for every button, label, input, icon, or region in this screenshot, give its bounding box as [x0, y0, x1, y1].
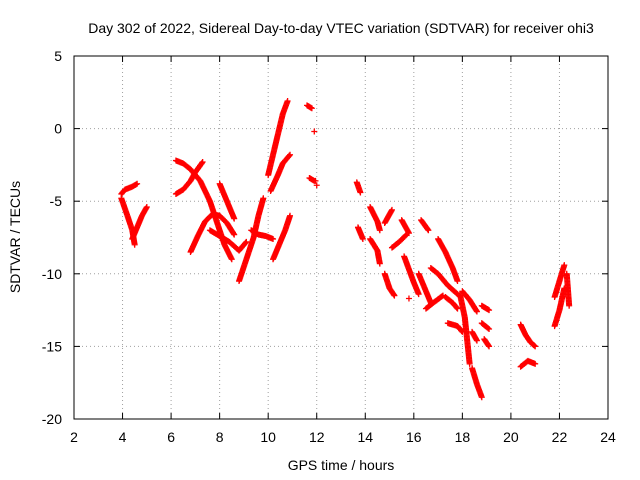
data-point [270, 235, 277, 242]
chart-title: Day 302 of 2022, Sidereal Day-to-day VTE… [88, 20, 594, 36]
axis-ticks [73, 55, 609, 420]
data-point [134, 180, 141, 187]
data-point [284, 98, 291, 105]
grid-lines [74, 56, 608, 419]
data-point [391, 292, 398, 299]
data-point [311, 128, 318, 135]
data-point [376, 260, 383, 267]
y-tick-label: -10 [42, 266, 62, 282]
x-tick-labels: 2 4 6 8 10 12 14 16 18 20 22 24 [70, 429, 616, 445]
y-tick-label: 0 [54, 121, 62, 137]
data-point [402, 232, 409, 239]
data-point [359, 235, 366, 242]
x-tick-label: 24 [600, 429, 616, 445]
x-tick-label: 6 [167, 429, 175, 445]
data-point [143, 204, 150, 211]
data-point [199, 158, 206, 165]
data-point [228, 256, 235, 263]
data-point [243, 238, 250, 245]
data-point [486, 307, 493, 314]
x-tick-label: 10 [260, 429, 276, 445]
data-point [231, 231, 238, 238]
data-point [561, 262, 568, 269]
y-tick-label: -20 [42, 411, 62, 427]
data-point [388, 206, 395, 213]
data-point [287, 151, 294, 158]
data-point [478, 394, 485, 401]
data-point [532, 360, 539, 367]
data-point [425, 227, 432, 234]
data-points [118, 98, 573, 401]
data-point [357, 189, 364, 196]
x-tick-label: 4 [119, 429, 127, 445]
data-point [532, 343, 539, 350]
data-point [415, 291, 422, 298]
data-point [473, 337, 480, 344]
data-point [231, 215, 238, 222]
data-point [453, 304, 460, 311]
x-tick-label: 22 [552, 429, 568, 445]
data-point [454, 305, 461, 312]
data-point [287, 212, 294, 219]
data-point [531, 342, 538, 349]
x-tick-label: 8 [216, 429, 224, 445]
data-point [313, 182, 320, 189]
data-point [473, 308, 480, 315]
data-point [439, 293, 446, 300]
y-tick-label: 5 [54, 48, 62, 64]
data-point [312, 177, 319, 184]
data-point [242, 239, 249, 246]
data-point [198, 159, 205, 166]
data-point [376, 227, 383, 234]
data-point [286, 152, 293, 159]
data-point [453, 290, 460, 297]
y-tick-label: -15 [42, 338, 62, 354]
y-axis-label: SDTVAR / TECUs [7, 181, 23, 293]
data-point [308, 105, 315, 112]
x-tick-label: 18 [455, 429, 471, 445]
data-point [466, 360, 473, 367]
x-tick-label: 14 [357, 429, 373, 445]
plot-frame [73, 55, 609, 420]
x-axis-label: GPS time / hours [288, 457, 395, 473]
data-point [486, 343, 493, 350]
x-tick-label: 12 [309, 429, 325, 445]
data-point [405, 230, 412, 237]
x-tick-label: 2 [70, 429, 78, 445]
x-tick-label: 20 [503, 429, 519, 445]
data-point [260, 195, 267, 202]
data-point [405, 295, 412, 302]
x-tick-label: 16 [406, 429, 422, 445]
data-point [454, 278, 461, 285]
data-point [131, 241, 138, 248]
data-point [486, 325, 493, 332]
data-point [424, 226, 431, 233]
data-point [566, 302, 573, 309]
y-tick-labels: 5 0 -5 -10 -15 -20 [42, 48, 62, 427]
y-tick-label: -5 [50, 193, 63, 209]
data-point [485, 325, 492, 332]
